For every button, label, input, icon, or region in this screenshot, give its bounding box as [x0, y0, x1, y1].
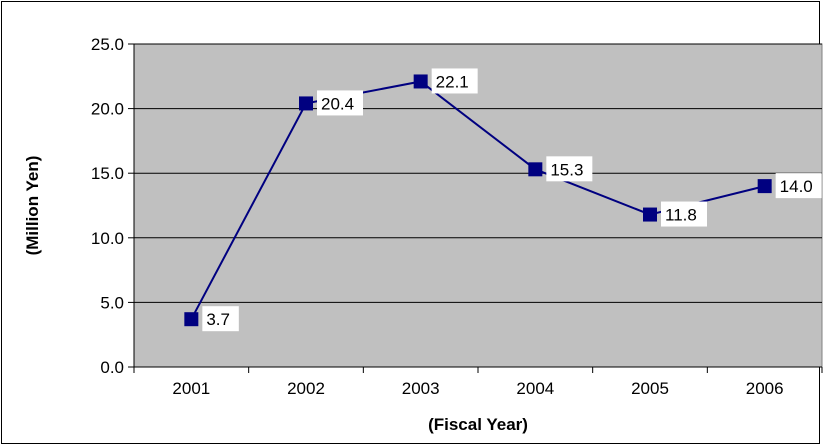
x-tick-label: 2006	[746, 379, 784, 398]
data-label: 20.4	[321, 94, 354, 113]
data-label: 14.0	[780, 177, 813, 196]
data-labels: 3.7 20.4 22.1 15.3 11.8 14.0	[202, 68, 822, 332]
x-axis-title: (Fiscal Year)	[428, 415, 528, 434]
x-tick-label: 2005	[631, 379, 669, 398]
x-tick-label: 2003	[402, 379, 440, 398]
data-label: 15.3	[550, 160, 583, 179]
data-point	[643, 207, 657, 222]
data-label: 3.7	[206, 310, 230, 329]
data-point	[757, 179, 772, 194]
data-label-box	[317, 90, 363, 116]
y-tick-label: 5.0	[100, 293, 124, 312]
y-axis-title: (Million Yen)	[23, 156, 42, 256]
data-point	[299, 96, 313, 111]
y-axis-ticks: 0.0 5.0 10.0 15.0 20.0 25.0	[91, 35, 135, 377]
data-label: 11.8	[665, 206, 697, 225]
plot-area	[133, 43, 823, 368]
data-point	[528, 162, 543, 177]
data-label: 22.1	[436, 72, 469, 91]
y-tick-label: 0.0	[100, 358, 124, 377]
x-axis-ticks: 2001 2002 2003 2004 2005 2006	[133, 366, 823, 398]
y-tick-label: 20.0	[91, 100, 124, 119]
data-label-box	[546, 156, 593, 182]
y-tick-label: 25.0	[91, 35, 124, 54]
data-label-box	[661, 201, 707, 227]
data-point	[413, 74, 428, 89]
x-tick-label: 2001	[172, 379, 210, 398]
x-tick-label: 2004	[516, 379, 554, 398]
y-tick-label: 10.0	[91, 229, 124, 248]
data-label-box	[775, 173, 822, 199]
data-point	[184, 312, 199, 327]
data-label-box	[202, 306, 239, 332]
y-tick-label: 15.0	[91, 164, 124, 183]
x-tick-label: 2002	[287, 379, 325, 398]
data-label-box	[431, 68, 478, 94]
series-markers	[184, 74, 772, 327]
